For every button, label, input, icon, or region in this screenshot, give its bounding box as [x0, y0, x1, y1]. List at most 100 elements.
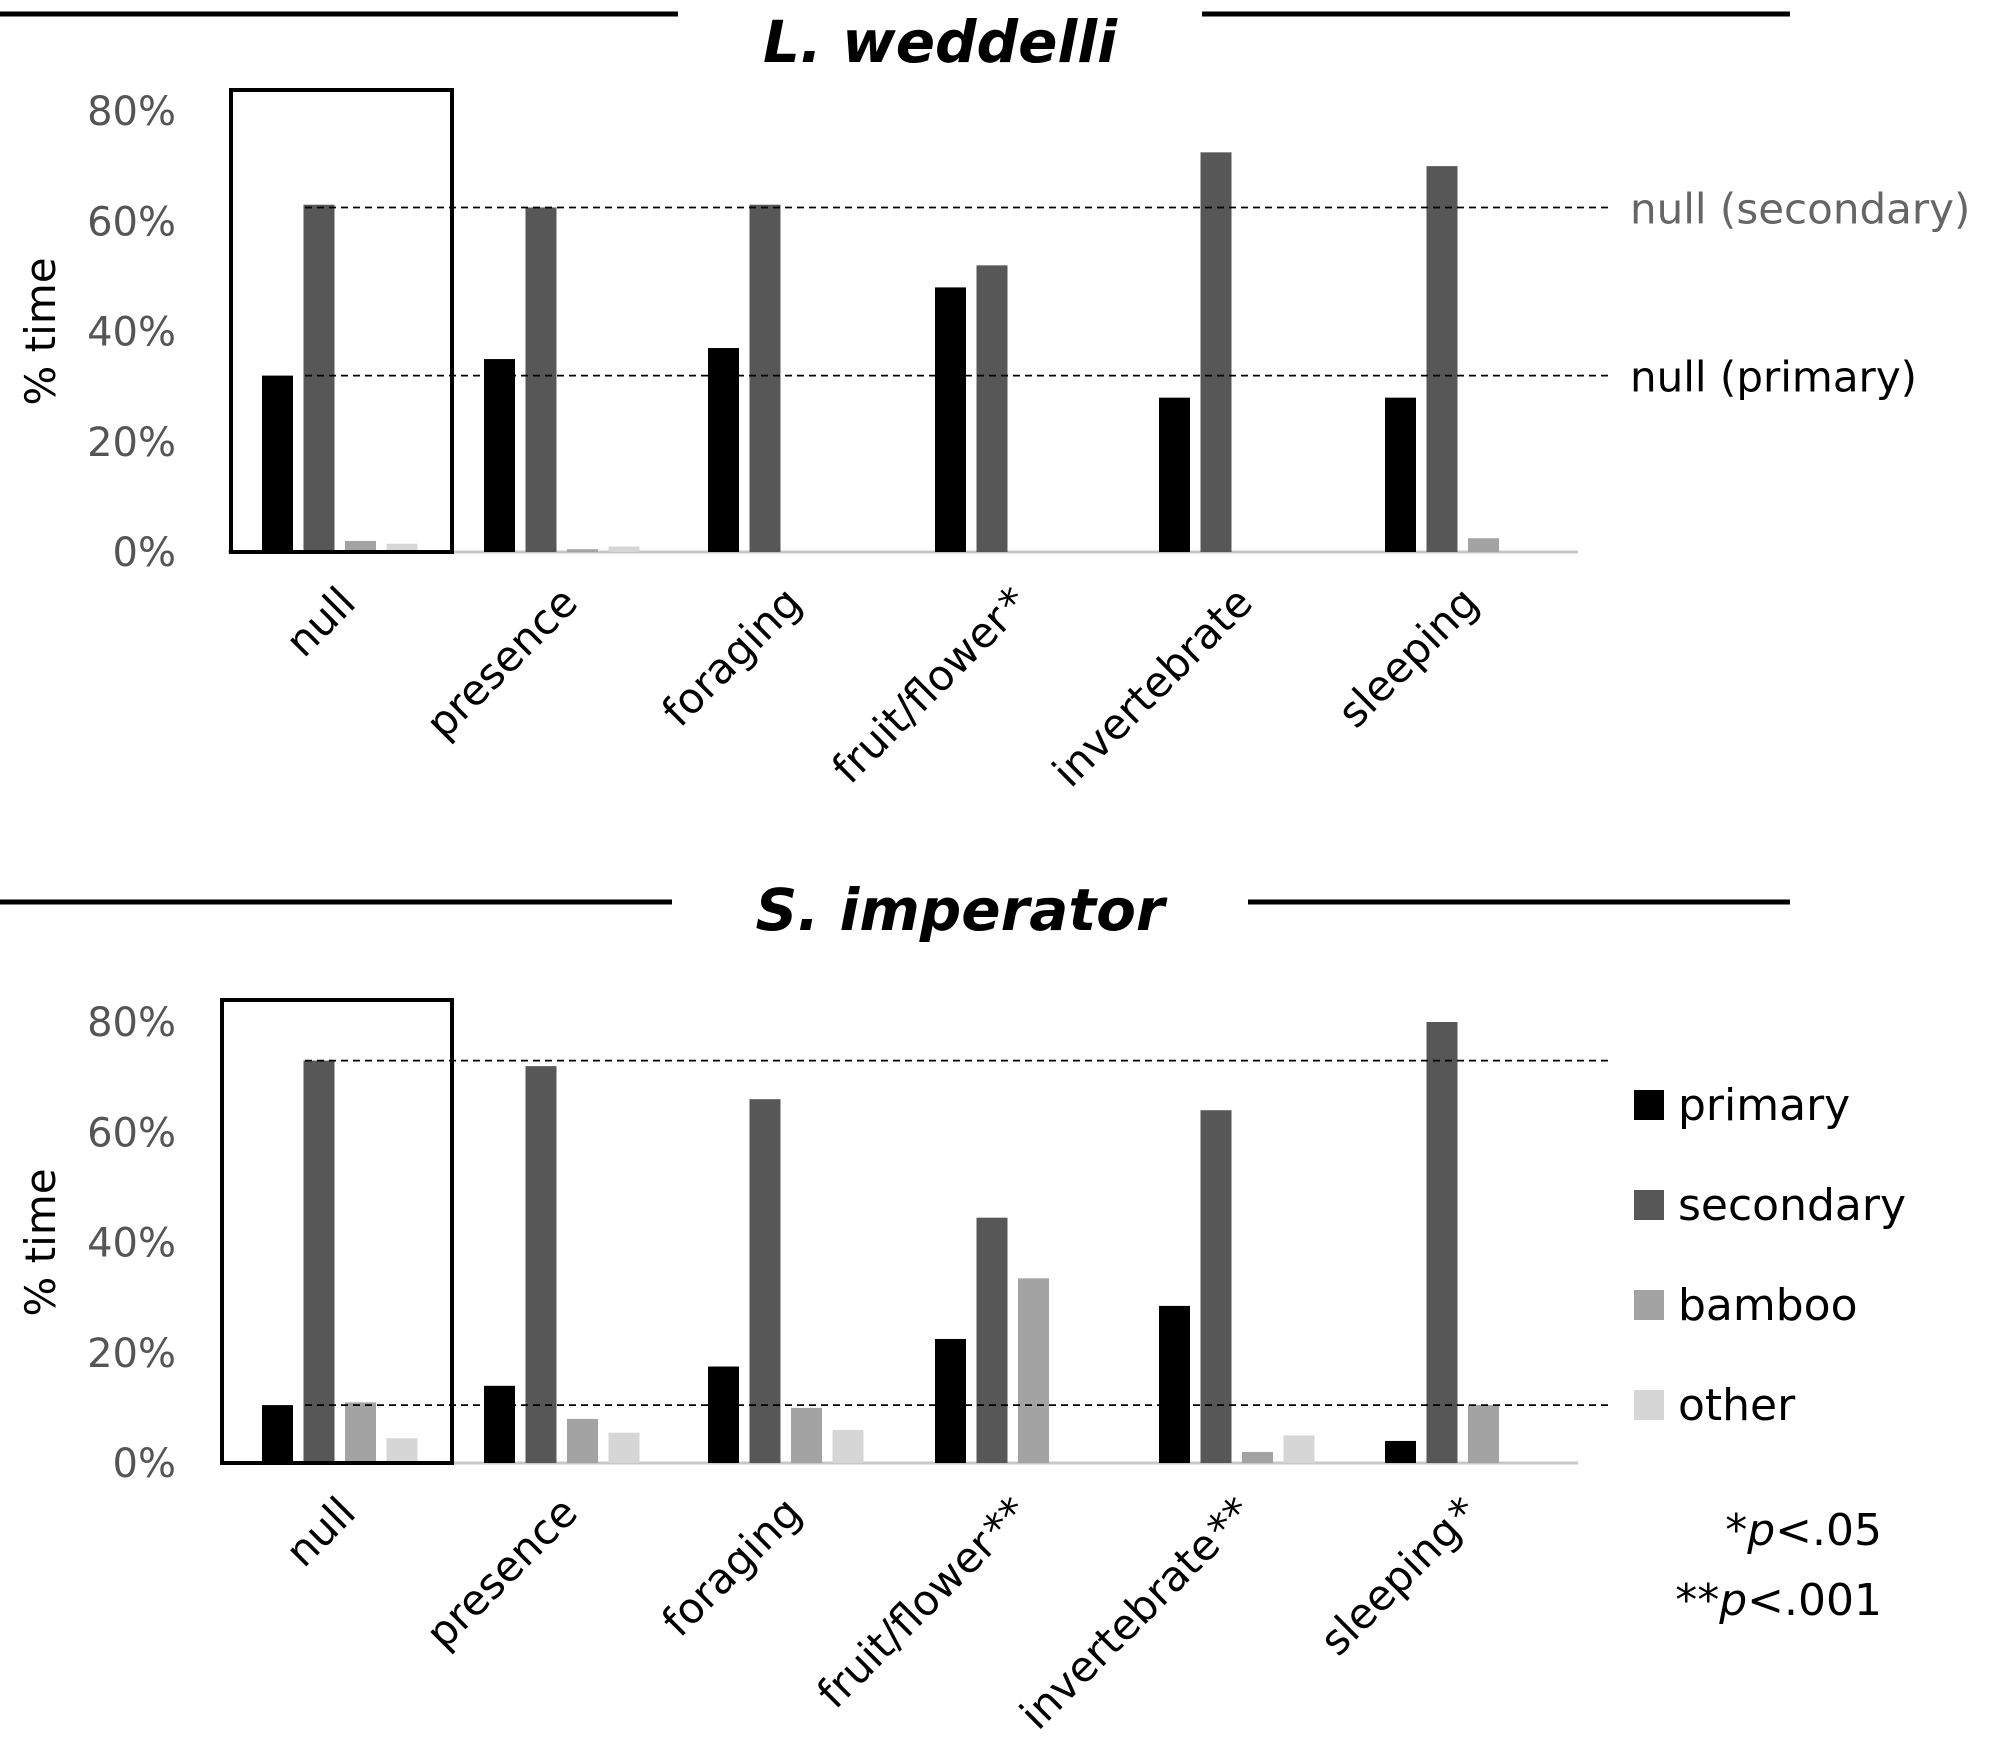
- bar-secondary-sleeping: [1426, 1022, 1458, 1463]
- category-name: invertebrate: [1010, 1520, 1229, 1739]
- legend-label-primary: primary: [1678, 1080, 1850, 1131]
- null-highlight-box: [220, 998, 454, 1465]
- legend-swatch-primary: [1634, 1090, 1664, 1120]
- bar-primary-invertebrate: [1159, 1305, 1190, 1463]
- reference-line-label: null (secondary): [1630, 184, 1970, 233]
- bar-secondary-fruit-flower: [976, 265, 1008, 552]
- bar-primary-null: [262, 1405, 293, 1463]
- p001-rest: <.001: [1747, 1575, 1882, 1626]
- bar-other-foraging: [832, 1429, 864, 1463]
- category-label: presence: [416, 577, 587, 748]
- legend-swatch-bamboo: [1634, 1290, 1664, 1320]
- bar-other-null: [386, 1438, 418, 1463]
- bar-primary-null: [262, 375, 293, 552]
- y-tick-label: 80%: [87, 89, 176, 135]
- category-label: sleeping: [1328, 577, 1488, 737]
- bar-secondary-presence: [525, 207, 557, 552]
- y-tick-label: 60%: [87, 199, 176, 245]
- category-name: presence: [416, 577, 587, 748]
- y-axis-label: % time: [16, 1168, 65, 1316]
- bar-secondary-invertebrate: [1200, 152, 1232, 552]
- bar-primary-presence: [484, 359, 515, 552]
- bar-secondary-invertebrate: [1200, 1110, 1232, 1463]
- p05-stars: *: [1725, 1505, 1747, 1556]
- bar-bamboo-sleeping: [1468, 538, 1499, 552]
- y-tick-label: 0%: [113, 1441, 176, 1487]
- category-label: invertebrate: [1043, 577, 1262, 796]
- bar-bamboo-sleeping: [1468, 1405, 1499, 1463]
- legend: primary secondary bamboo other: [1634, 1080, 1906, 1431]
- y-axis-label: % time: [16, 257, 65, 405]
- bar-primary-invertebrate: [1159, 397, 1190, 552]
- bar-primary-sleeping: [1385, 397, 1416, 552]
- bar-secondary-null: [303, 204, 335, 552]
- p001-note: **p<.001: [1675, 1575, 1882, 1626]
- bar-secondary-null: [303, 1060, 335, 1463]
- category-name: fruit/flower: [822, 595, 1020, 793]
- category-name: invertebrate: [1043, 577, 1262, 796]
- y-tick-label: 40%: [87, 1221, 176, 1267]
- category-name: null: [276, 1487, 365, 1576]
- category-name: presence: [416, 1487, 587, 1658]
- category-label: null: [276, 577, 365, 666]
- bar-primary-presence: [484, 1385, 515, 1463]
- panel-title: S. imperator: [755, 876, 1167, 944]
- panel-1: L. weddelli % time 0% 20% 40% 60% 80% null (sec…: [0, 8, 1970, 796]
- y-tick-label: 20%: [87, 420, 176, 466]
- p05-p: p: [1746, 1505, 1775, 1556]
- bar-other-null: [386, 543, 418, 552]
- y-tick-label: 60%: [87, 1110, 176, 1156]
- y-tick-label: 40%: [87, 310, 176, 356]
- bar-primary-foraging: [708, 1366, 739, 1463]
- bar-secondary-sleeping: [1426, 166, 1458, 552]
- bar-bamboo-null: [345, 540, 376, 552]
- bar-primary-fruit-flower: [935, 287, 966, 552]
- category-label: foraging: [652, 1487, 810, 1645]
- p001-stars: **: [1675, 1575, 1719, 1626]
- category-label: fruit/flower*: [822, 577, 1037, 792]
- bar-bamboo-fruit-flower: [1018, 1278, 1049, 1463]
- bar-other-presence: [608, 546, 640, 552]
- bar-primary-fruit-flower: [935, 1338, 966, 1463]
- bar-secondary-foraging: [749, 204, 781, 552]
- bar-other-invertebrate: [1283, 1435, 1315, 1463]
- category-label: sleeping*: [1310, 1487, 1487, 1664]
- legend-swatch-other: [1634, 1390, 1664, 1420]
- panel-2: S. imperator % time 0% 20% 40% 60% 80% null pres…: [0, 876, 1790, 1739]
- bar-bamboo-presence: [567, 549, 598, 552]
- panel-title: L. weddelli: [763, 8, 1118, 76]
- category-name: sleeping: [1328, 577, 1488, 737]
- category-label: foraging: [652, 577, 810, 735]
- y-tick-label: 80%: [87, 1000, 176, 1046]
- legend-label-bamboo: bamboo: [1678, 1280, 1858, 1331]
- category-name: null: [276, 577, 365, 666]
- legend-swatch-secondary: [1634, 1190, 1664, 1220]
- bar-secondary-foraging: [749, 1099, 781, 1463]
- bar-bamboo-invertebrate: [1242, 1451, 1273, 1463]
- category-name: sleeping: [1310, 1505, 1470, 1665]
- bar-bamboo-foraging: [791, 1407, 822, 1463]
- p05-note: *p<.05: [1725, 1505, 1882, 1556]
- null-highlight-box: [229, 88, 454, 554]
- y-tick-label: 20%: [87, 1331, 176, 1377]
- y-tick-label: 0%: [113, 530, 176, 576]
- bar-bamboo-null: [345, 1402, 376, 1463]
- p05-rest: <.05: [1775, 1505, 1882, 1556]
- category-label: null: [276, 1487, 365, 1576]
- legend-label-other: other: [1678, 1380, 1796, 1431]
- significance-notes: *p<.05 **p<.001: [1675, 1505, 1882, 1626]
- category-label: presence: [416, 1487, 587, 1658]
- bar-other-presence: [608, 1432, 640, 1463]
- category-label: invertebrate**: [1010, 1487, 1261, 1738]
- category-label: fruit/flower**: [808, 1487, 1038, 1717]
- reference-line-label: null (primary): [1630, 353, 1917, 402]
- category-name: fruit/flower: [808, 1519, 1006, 1717]
- category-name: foraging: [652, 577, 810, 735]
- legend-label-secondary: secondary: [1678, 1180, 1906, 1231]
- bar-primary-sleeping: [1385, 1440, 1416, 1463]
- bar-bamboo-presence: [567, 1418, 598, 1463]
- p001-p: p: [1718, 1575, 1747, 1626]
- chart-panels: L. weddelli % time 0% 20% 40% 60% 80% null (sec…: [0, 8, 1970, 1739]
- bar-primary-foraging: [708, 348, 739, 552]
